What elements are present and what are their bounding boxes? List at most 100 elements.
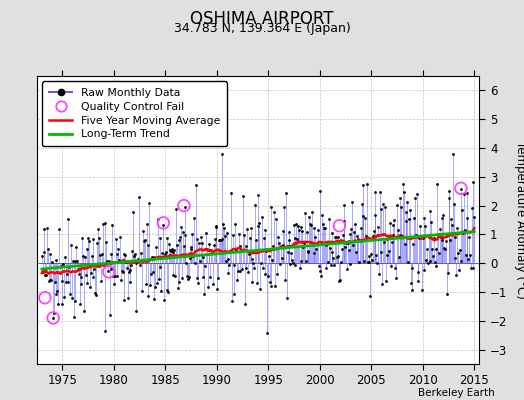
Point — [443, 270, 452, 276]
Point — [62, 271, 71, 278]
Point — [122, 258, 130, 265]
Text: Berkeley Earth: Berkeley Earth — [419, 388, 495, 398]
Point — [334, 234, 343, 240]
Point — [353, 238, 362, 244]
Point — [345, 231, 354, 237]
Point — [91, 290, 100, 296]
Point — [306, 221, 314, 228]
Point — [249, 260, 257, 266]
Point — [355, 258, 363, 265]
Point — [77, 281, 85, 288]
Point — [211, 223, 220, 229]
Point — [162, 235, 171, 241]
Point — [156, 234, 165, 241]
Point — [137, 249, 145, 256]
Point — [332, 234, 340, 240]
Point — [330, 262, 339, 268]
Point — [211, 236, 219, 243]
Point — [269, 242, 277, 249]
Point — [73, 258, 81, 265]
Point — [74, 266, 82, 272]
Point — [352, 233, 361, 239]
Point — [157, 287, 166, 294]
Point — [359, 182, 368, 188]
Point — [156, 264, 164, 270]
Point — [296, 265, 304, 271]
Point — [362, 233, 370, 239]
Point — [61, 254, 69, 260]
Point — [219, 221, 227, 227]
Point — [450, 233, 458, 240]
Point — [75, 301, 84, 307]
Point — [433, 180, 442, 187]
Point — [77, 274, 85, 281]
Point — [173, 285, 182, 291]
Point — [326, 245, 334, 251]
Point — [325, 216, 333, 222]
Point — [404, 259, 412, 266]
Point — [177, 224, 185, 230]
Point — [374, 224, 382, 230]
Point — [70, 314, 78, 320]
Point — [400, 189, 408, 195]
Point — [225, 262, 234, 268]
Point — [366, 292, 375, 299]
Point — [262, 248, 270, 254]
Point — [301, 210, 309, 216]
Point — [390, 217, 399, 223]
Point — [423, 246, 431, 252]
Point — [385, 247, 394, 254]
Point — [154, 216, 162, 222]
Point — [69, 258, 77, 264]
Point — [80, 308, 88, 314]
Point — [426, 258, 434, 264]
Point — [313, 240, 321, 246]
Point — [50, 310, 58, 316]
Point — [436, 234, 445, 240]
Point — [210, 242, 218, 248]
Point — [420, 215, 429, 222]
Point — [178, 275, 186, 281]
Point — [448, 222, 456, 228]
Point — [174, 237, 183, 243]
Point — [312, 245, 320, 252]
Point — [234, 267, 242, 274]
Point — [41, 294, 49, 301]
Point — [138, 287, 147, 294]
Point — [252, 237, 260, 243]
Point — [237, 247, 246, 254]
Point — [391, 264, 399, 271]
Point — [365, 253, 374, 259]
Point — [52, 256, 61, 263]
Point — [335, 278, 344, 284]
Point — [258, 214, 266, 220]
Point — [39, 249, 48, 255]
Point — [223, 230, 231, 236]
Point — [132, 260, 140, 266]
Point — [457, 186, 466, 192]
Point — [369, 233, 377, 240]
Point — [340, 217, 348, 224]
Point — [223, 270, 232, 276]
Point — [455, 266, 463, 273]
Point — [38, 253, 46, 259]
Point — [82, 280, 91, 286]
Point — [421, 223, 430, 230]
Point — [172, 242, 181, 248]
Point — [266, 204, 275, 210]
Point — [144, 293, 152, 299]
Point — [348, 199, 356, 206]
Point — [235, 231, 243, 238]
Point — [204, 284, 212, 290]
Point — [316, 268, 324, 274]
Point — [418, 286, 426, 293]
Point — [392, 202, 401, 208]
Point — [347, 226, 356, 232]
Point — [369, 228, 378, 234]
Point — [294, 222, 302, 229]
Point — [199, 274, 208, 280]
Point — [255, 220, 264, 226]
Point — [388, 239, 396, 246]
Point — [438, 215, 446, 222]
Point — [256, 286, 265, 293]
